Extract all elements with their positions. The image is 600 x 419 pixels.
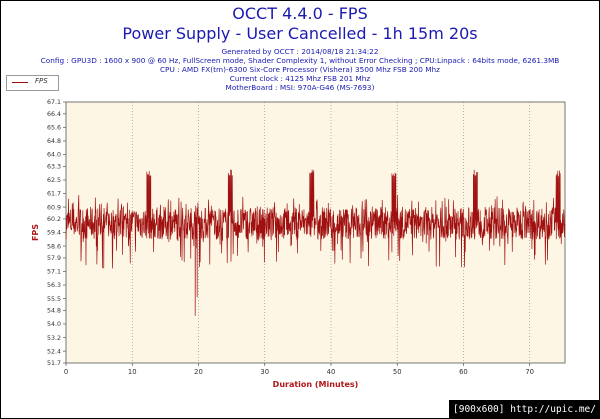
info-motherboard: MotherBoard : MSI: 970A-G46 (MS-7693) [225,83,375,92]
x-tick-label: 20 [194,368,203,376]
y-tick-label: 53.2 [47,335,61,342]
y-tick-label: 63.3 [47,164,61,171]
y-axis-label: FPS [31,224,40,241]
x-tick-label: 70 [525,368,534,376]
series-line-fps [65,169,566,316]
y-tick-label: 58.6 [47,243,61,250]
y-tick-label: 60.2 [47,216,61,223]
info-generated: Generated by OCCT : 2014/08/18 21:34:22 [221,47,379,56]
x-tick-label: 40 [327,368,336,376]
y-tick-label: 54.8 [47,308,61,315]
y-tick-label: 64.0 [47,152,61,159]
y-tick-label: 66.4 [47,111,61,118]
x-tick-label: 0 [64,368,68,376]
x-tick-label: 50 [393,368,402,376]
info-cpu: CPU : AMD FX(tm)-6300 Six-Core Processor… [159,65,441,74]
legend-swatch [12,82,28,83]
watermark: [900x600] http://upic.me/ [449,400,600,419]
x-axis-label: Duration (Minutes) [273,380,359,389]
y-tick-label: 57.1 [47,269,61,276]
y-tick-label: 52.4 [47,348,61,355]
y-tick-label: 56.3 [47,282,61,289]
info-config: Config : GPU3D : 1600 x 900 @ 60 Hz, Ful… [40,56,560,65]
chart-subtitle: Power Supply - User Cancelled - 1h 15m 2… [122,24,478,43]
y-tick-label: 67.1 [47,99,61,106]
y-tick-label: 51.7 [47,360,61,367]
legend-label-fps: FPS [35,77,48,85]
y-tick-label: 55.5 [47,296,61,303]
y-tick-label: 64.8 [47,138,61,145]
y-tick-label: 59.4 [47,230,61,237]
x-tick-label: 10 [128,368,137,376]
x-tick-label: 60 [459,368,468,376]
y-tick-label: 65.6 [47,125,61,132]
info-clock: Current clock : 4125 Mhz FSB 201 Mhz [229,74,371,83]
legend: FPS [6,75,59,91]
x-tick-label: 30 [260,368,269,376]
chart-title: OCCT 4.4.0 - FPS [232,4,368,23]
y-tick-label: 60.9 [47,204,61,211]
y-tick-label: 54.0 [47,321,61,328]
y-tick-label: 62.5 [47,177,61,184]
y-tick-label: 57.9 [47,255,61,262]
y-tick-label: 61.7 [47,191,61,198]
